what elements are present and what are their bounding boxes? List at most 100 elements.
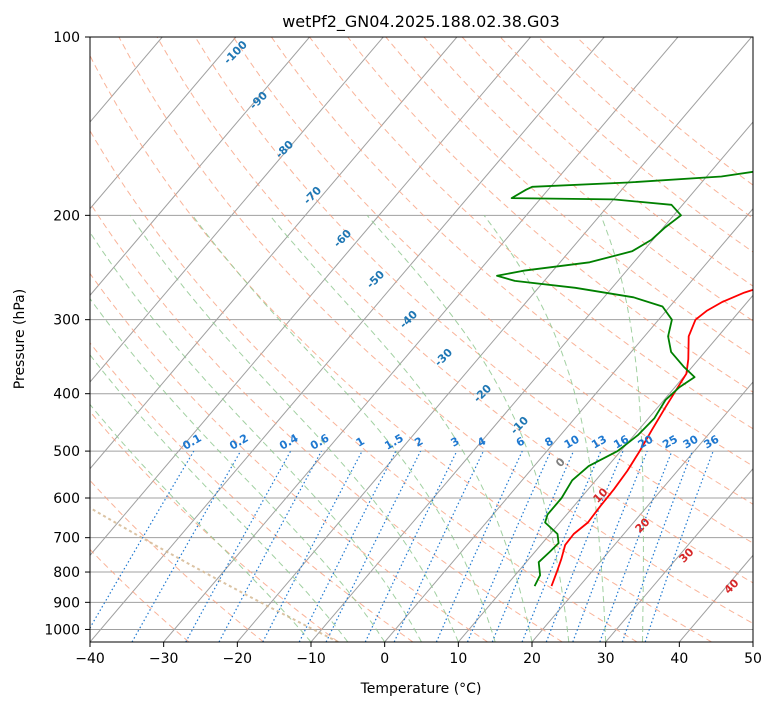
x-tick-label: 10 <box>449 651 467 667</box>
isotherm-line <box>90 37 384 383</box>
x-tick-label: 50 <box>744 651 762 667</box>
x-tick-label: −40 <box>75 651 105 667</box>
moist-adiabat-line <box>90 297 386 642</box>
dry-adiabat-line <box>347 37 753 393</box>
isotherm-line <box>90 37 605 642</box>
dry-adiabat-line <box>423 37 753 322</box>
iso-label: 1.5 <box>382 432 405 453</box>
mixing-ratio-line <box>466 450 552 642</box>
lcl-curve-line <box>90 506 339 642</box>
moist-adiabat-line <box>129 215 459 642</box>
iso-label: 1 <box>354 435 367 450</box>
y-tick-label: 1000 <box>44 622 80 638</box>
mixing-ratio-line <box>298 450 397 642</box>
iso-label: 16 <box>611 432 631 451</box>
dry-adiabat-line <box>90 54 712 642</box>
mixing-ratio-line <box>185 450 292 642</box>
mixing-ratio-line <box>325 450 422 642</box>
iso-label: -60 <box>331 227 354 250</box>
moist-adiabat-line <box>483 215 607 642</box>
dry-adiabat-line <box>118 37 753 624</box>
x-tick-label: 0 <box>380 651 389 667</box>
dry-adiabat-line <box>537 37 753 219</box>
iso-label: 6 <box>514 434 527 449</box>
dry-adiabat-line <box>90 342 414 642</box>
isotherm-line <box>752 641 753 642</box>
x-tick-label: −20 <box>223 651 253 667</box>
iso-label: -80 <box>273 138 296 161</box>
moist-adiabat-line <box>90 354 349 642</box>
iso-label: 0.2 <box>227 432 250 453</box>
dry-adiabat-line <box>309 37 753 430</box>
mixing-ratio-line <box>545 450 624 642</box>
iso-label: -20 <box>471 382 494 405</box>
iso-label: -10 <box>508 414 531 437</box>
dry-adiabat-line <box>90 272 488 642</box>
iso-label: 3 <box>448 435 461 450</box>
dry-adiabat-line <box>156 37 753 584</box>
iso-label: 40 <box>722 576 742 596</box>
dry-adiabat-line <box>576 37 753 186</box>
iso-label: -50 <box>364 268 387 291</box>
iso-label: -70 <box>301 184 324 207</box>
iso-label: -100 <box>221 38 250 67</box>
isotherm-line <box>90 37 237 210</box>
mixing-ratio-line <box>364 450 458 642</box>
iso-label: 0.4 <box>277 431 301 452</box>
sounding-series-line <box>550 288 753 587</box>
isotherm-line <box>678 554 753 642</box>
moist-adiabat-line <box>90 231 422 642</box>
sounding-series-line <box>496 170 753 587</box>
plot-frame <box>89 36 754 643</box>
isotherm-line <box>531 381 753 642</box>
iso-label: 10 <box>562 432 582 451</box>
y-tick-label: 400 <box>53 387 80 403</box>
isotherm-line <box>90 37 531 557</box>
background-lines <box>90 37 753 642</box>
iso-label: 13 <box>589 433 609 452</box>
y-axis-title: Pressure (hPa) <box>12 289 28 389</box>
dry-adiabat-line <box>90 129 638 642</box>
iso-label: -90 <box>247 89 270 112</box>
y-tick-label: 200 <box>53 208 80 224</box>
iso-label: -40 <box>397 308 420 331</box>
mixing-ratio-line <box>521 450 602 642</box>
x-axis: −40 −30 −20 −10 0 10 20 30 40 50 <box>75 642 762 667</box>
mixing-ratio-line <box>621 450 693 642</box>
mixing-ratio-line <box>131 450 242 642</box>
isotherm-line <box>457 294 753 642</box>
dry-adiabat-line <box>90 548 190 642</box>
dry-adiabat-line <box>499 37 753 253</box>
y-tick-label: 900 <box>53 595 80 611</box>
y-tick-label: 600 <box>53 491 80 507</box>
isotherm-line <box>605 467 753 642</box>
x-tick-label: 20 <box>523 651 541 667</box>
y-tick-label: 100 <box>53 30 80 46</box>
iso-label: 25 <box>660 433 680 452</box>
isotherm-line <box>384 207 753 642</box>
iso-label: 2 <box>412 435 425 450</box>
iso-label: 8 <box>542 435 555 450</box>
iso-label: 0.6 <box>308 431 332 452</box>
mixing-ratio-line <box>435 450 523 642</box>
iso-label: 0.1 <box>180 432 203 453</box>
y-tick-label: 500 <box>53 444 80 460</box>
dry-adiabat-line <box>90 202 563 642</box>
x-tick-label: 40 <box>670 651 688 667</box>
y-tick-label: 800 <box>53 565 80 581</box>
x-tick-label: 30 <box>597 651 615 667</box>
dry-adiabat-line <box>90 479 264 642</box>
mixing-ratio-line <box>599 450 673 642</box>
series-lines <box>496 170 753 587</box>
isotherm-line <box>163 37 679 642</box>
mixing-ratio-line <box>491 450 575 642</box>
moist-adiabat-line <box>90 403 312 642</box>
mixing-ratio-line <box>218 450 323 642</box>
mixing-ratio-line <box>393 450 484 642</box>
isotherm-line <box>90 37 310 297</box>
isotherm-line <box>90 37 458 470</box>
dry-adiabat-line <box>194 37 753 544</box>
isotherm-line <box>236 37 752 642</box>
y-tick-label: 700 <box>53 531 80 547</box>
dry-adiabat-line <box>385 37 753 357</box>
